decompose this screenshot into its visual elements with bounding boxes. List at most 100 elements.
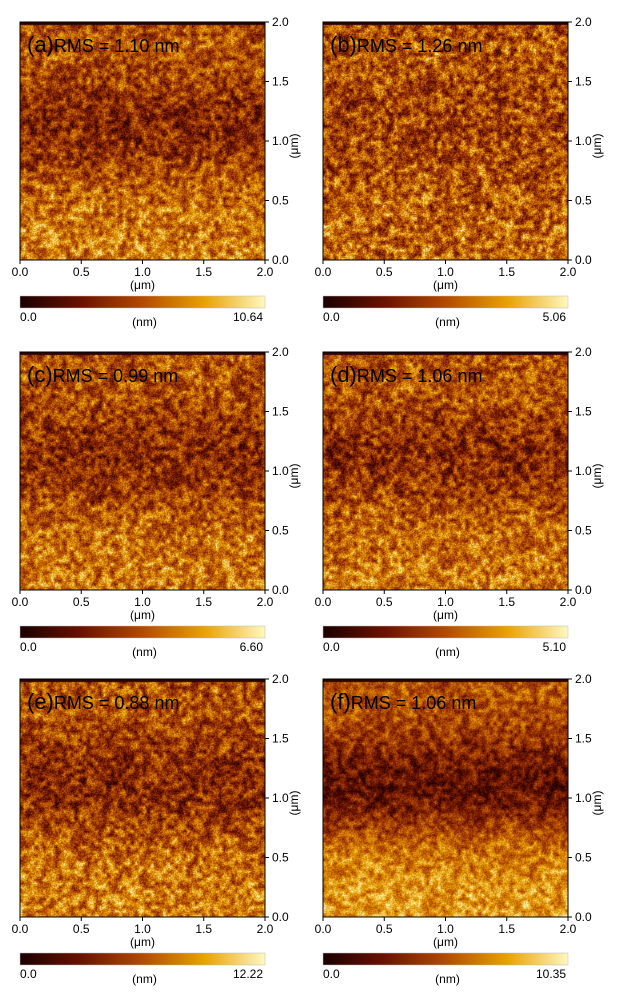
colorbar-max-label: 5.06 <box>543 310 567 324</box>
y-tick-label: 0.0 <box>575 253 592 267</box>
rms-value: RMS = 1.06 nm <box>351 693 477 713</box>
colorbar-unit: (nm) <box>435 315 460 329</box>
y-tick-label: 0.5 <box>575 524 592 538</box>
x-axis-label: (μm) <box>433 935 458 949</box>
afm-height-map <box>323 679 568 917</box>
y-tick-label: 1.5 <box>575 75 592 89</box>
x-tick-label: 1.5 <box>498 595 515 609</box>
y-tick-label: 0.5 <box>272 851 289 865</box>
y-tick-label: 2.0 <box>575 15 592 29</box>
colorbar-unit: (nm) <box>132 315 157 329</box>
x-tick-label: 0.5 <box>73 595 90 609</box>
colorbar-min-label: 0.0 <box>323 310 340 324</box>
y-axis-label: (μm) <box>287 134 301 159</box>
colorbar-max-label: 10.64 <box>233 310 263 324</box>
panel-annotation: (d)RMS = 1.06 nm <box>330 362 482 387</box>
colorbar-max-label: 5.10 <box>543 640 567 654</box>
panel-label: (e) <box>27 689 54 714</box>
x-tick-label: 1.0 <box>134 265 151 279</box>
y-tick-label: 1.5 <box>272 732 289 746</box>
x-tick-label: 0.0 <box>315 595 332 609</box>
y-axis-label: (μm) <box>287 464 301 489</box>
x-tick-label: 1.5 <box>195 922 212 936</box>
panel-annotation: (c)RMS = 0.99 nm <box>27 362 178 387</box>
colorbar-min-label: 0.0 <box>323 967 340 981</box>
x-tick-label: 1.0 <box>437 265 454 279</box>
rms-value: RMS = 1.26 nm <box>357 36 483 56</box>
panel-b: 0.0 0.5 1.0 1.5 2.0 (μm) 0.0 0.5 1.0 1.5 2.0 (μm) (b… <box>315 15 604 329</box>
x-axis-label: (μm) <box>433 608 458 622</box>
colorbar-unit: (nm) <box>435 645 460 659</box>
x-tick-label: 0.5 <box>376 595 393 609</box>
colorbar <box>19 625 266 639</box>
x-tick-label: 2.0 <box>257 265 274 279</box>
x-tick-label: 0.0 <box>12 595 29 609</box>
x-tick-label: 0.0 <box>12 922 29 936</box>
rms-value: RMS = 1.06 nm <box>357 366 483 386</box>
x-tick-label: 1.5 <box>498 265 515 279</box>
y-tick-label: 0.5 <box>575 194 592 208</box>
y-tick-label: 1.0 <box>272 134 289 148</box>
panel-annotation: (a)RMS = 1.10 nm <box>27 32 179 57</box>
y-tick-label: 1.0 <box>575 464 592 478</box>
colorbar-max-label: 6.60 <box>240 640 264 654</box>
y-axis-label: (μm) <box>287 791 301 816</box>
colorbar <box>19 952 266 966</box>
x-tick-label: 1.5 <box>195 595 212 609</box>
colorbar-min-label: 0.0 <box>323 640 340 654</box>
colorbar-unit: (nm) <box>132 645 157 659</box>
afm-height-map <box>20 22 265 260</box>
colorbar-min-label: 0.0 <box>20 640 37 654</box>
y-tick-label: 0.0 <box>272 910 289 924</box>
afm-height-map <box>20 352 265 590</box>
panel-a: 0.0 0.5 1.0 1.5 2.0 (μm) 0.0 0.5 1.0 1.5 2.0 (μm) (a… <box>12 15 301 329</box>
x-axis-label: (μm) <box>433 278 458 292</box>
panel-annotation: (b)RMS = 1.26 nm <box>330 32 482 57</box>
colorbar <box>19 295 266 309</box>
x-tick-label: 1.0 <box>437 595 454 609</box>
x-tick-label: 2.0 <box>560 265 577 279</box>
afm-height-map <box>20 679 265 917</box>
x-tick-label: 1.5 <box>498 922 515 936</box>
colorbar <box>322 625 569 639</box>
x-tick-label: 0.5 <box>376 265 393 279</box>
colorbar-min-label: 0.0 <box>20 310 37 324</box>
y-tick-label: 2.0 <box>575 672 592 686</box>
y-tick-label: 1.5 <box>575 732 592 746</box>
colorbar <box>322 952 569 966</box>
afm-height-map <box>323 22 568 260</box>
y-tick-label: 0.0 <box>575 583 592 597</box>
x-tick-label: 0.0 <box>12 265 29 279</box>
panel-label: (a) <box>27 32 54 57</box>
panel-annotation: (e)RMS = 0.88 nm <box>27 689 179 714</box>
rms-value: RMS = 0.99 nm <box>53 366 179 386</box>
y-axis-label: (μm) <box>590 464 604 489</box>
colorbar-max-label: 12.22 <box>233 967 263 981</box>
y-axis-label: (μm) <box>590 791 604 816</box>
panel-annotation: (f)RMS = 1.06 nm <box>330 689 476 714</box>
y-tick-label: 1.0 <box>272 791 289 805</box>
x-axis-label: (μm) <box>130 278 155 292</box>
colorbar-max-label: 10.35 <box>536 967 566 981</box>
y-tick-label: 2.0 <box>272 15 289 29</box>
rms-value: RMS = 1.10 nm <box>54 36 180 56</box>
y-tick-label: 0.0 <box>575 910 592 924</box>
afm-height-map <box>323 352 568 590</box>
y-tick-label: 1.5 <box>575 405 592 419</box>
colorbar-unit: (nm) <box>435 972 460 986</box>
x-axis-label: (μm) <box>130 608 155 622</box>
x-tick-label: 2.0 <box>257 922 274 936</box>
panel-label: (c) <box>27 362 53 387</box>
panel-label: (f) <box>330 689 351 714</box>
x-tick-label: 2.0 <box>560 595 577 609</box>
y-tick-label: 1.0 <box>575 134 592 148</box>
y-tick-label: 1.0 <box>575 791 592 805</box>
x-tick-label: 1.5 <box>195 265 212 279</box>
x-tick-label: 0.5 <box>376 922 393 936</box>
panel-e: 0.0 0.5 1.0 1.5 2.0 (μm) 0.0 0.5 1.0 1.5 2.0 (μm) (e… <box>12 672 301 986</box>
colorbar <box>322 295 569 309</box>
panel-c: 0.0 0.5 1.0 1.5 2.0 (μm) 0.0 0.5 1.0 1.5 2.0 (μm) (c… <box>12 345 301 659</box>
y-tick-label: 1.5 <box>272 405 289 419</box>
